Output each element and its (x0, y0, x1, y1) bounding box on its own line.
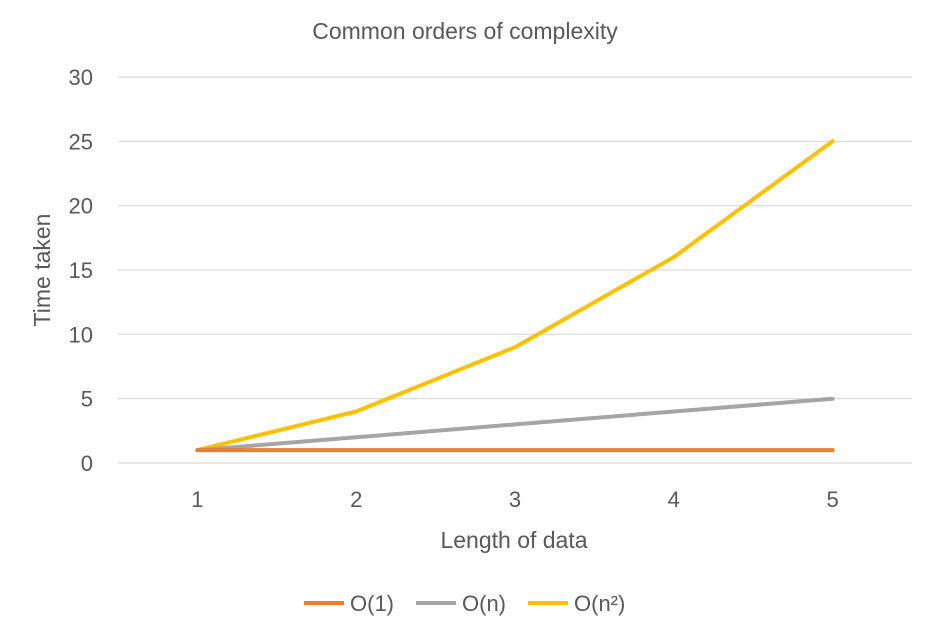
x-tick-label: 3 (509, 487, 521, 512)
y-tick-label: 20 (69, 194, 93, 219)
series-lines (195, 139, 835, 453)
x-axis-ticks: 1 2 3 4 5 (191, 487, 838, 512)
x-axis-label: Length of data (440, 527, 587, 553)
gridlines (118, 76, 912, 464)
series-line-on2 (195, 139, 835, 453)
y-axis-ticks: 0 5 10 15 20 25 30 (69, 65, 93, 476)
y-tick-label: 5 (81, 387, 93, 412)
series-line-on (195, 396, 835, 453)
y-tick-label: 15 (69, 258, 93, 283)
legend: O(1) O(n) O(n²) (304, 591, 625, 616)
y-tick-label: 30 (69, 65, 93, 90)
y-axis-label: Time taken (29, 214, 55, 327)
y-tick-label: 10 (69, 322, 93, 347)
x-tick-label: 1 (191, 487, 203, 512)
x-tick-label: 5 (826, 487, 838, 512)
x-tick-label: 4 (668, 487, 680, 512)
y-tick-label: 25 (69, 129, 93, 154)
chart-title: Common orders of complexity (312, 18, 618, 44)
legend-label: O(n²) (574, 591, 625, 616)
y-tick-label: 0 (81, 451, 93, 476)
legend-label: O(n) (462, 591, 506, 616)
legend-label: O(1) (350, 591, 394, 616)
x-tick-label: 2 (350, 487, 362, 512)
